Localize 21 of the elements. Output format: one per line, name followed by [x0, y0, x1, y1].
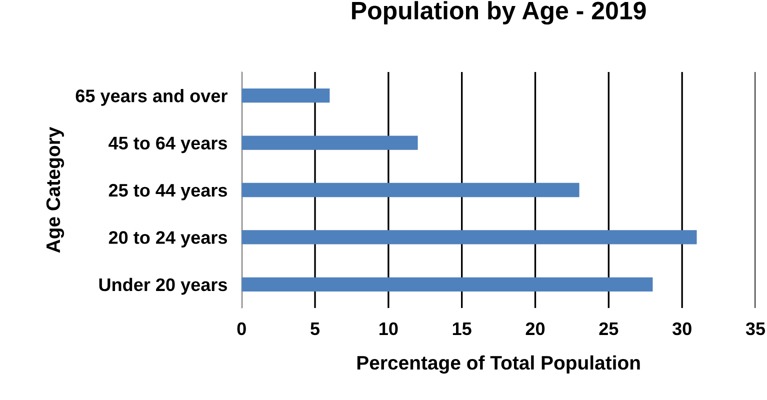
y-tick-label: Under 20 years [99, 278, 227, 295]
bar [242, 277, 653, 292]
bar [242, 88, 330, 103]
y-tick-label: 20 to 24 years [108, 231, 227, 248]
bar [242, 136, 418, 150]
x-tick-label: 35 [746, 322, 766, 336]
x-tick-label: 5 [310, 322, 320, 336]
x-axis-title: Percentage of Total Population [357, 355, 640, 374]
y-axis-title: Age Category [46, 126, 64, 253]
x-tick-label: 10 [380, 322, 398, 336]
x-tick-label: 15 [452, 322, 472, 336]
y-tick-label: 65 years and over [76, 89, 228, 106]
chart-title: Population by Age - 2019 [352, 1, 646, 25]
y-tick-label: 25 to 44 years [108, 184, 227, 200]
y-tick-label: 45 to 64 years [108, 136, 227, 154]
x-tick-label: 0 [237, 322, 246, 336]
x-tick-label: 25 [599, 322, 618, 336]
x-tick-label: 30 [672, 322, 692, 336]
bar [242, 182, 580, 198]
bar [242, 230, 697, 244]
x-tick-label: 20 [526, 322, 545, 336]
